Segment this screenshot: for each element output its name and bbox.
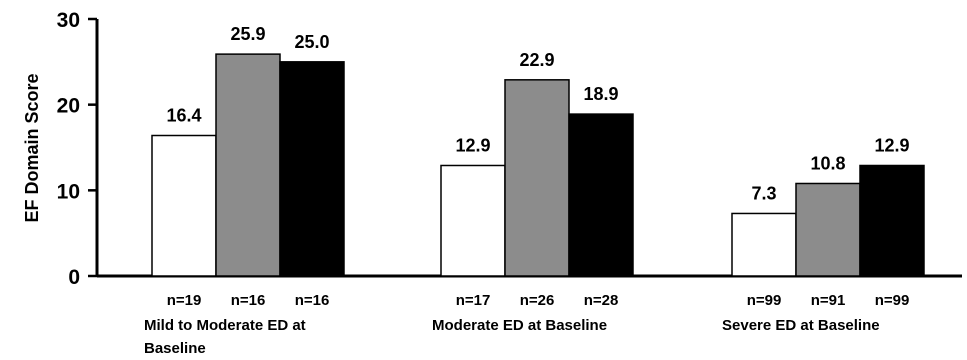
data-label: 25.9 <box>230 24 265 44</box>
n-label: n=19 <box>167 292 202 309</box>
data-label: 12.9 <box>874 135 909 155</box>
bar-series <box>151 53 925 277</box>
y-tick-label: 30 <box>57 9 80 32</box>
bar <box>795 182 861 277</box>
data-label: 25.0 <box>294 32 329 52</box>
n-label: n=16 <box>295 292 330 309</box>
data-label: 16.4 <box>166 106 201 126</box>
n-label: n=28 <box>584 292 619 309</box>
data-label: 22.9 <box>519 50 554 70</box>
y-tick-label: 20 <box>57 95 80 118</box>
n-label: n=17 <box>456 292 491 309</box>
n-label: n=99 <box>875 292 910 309</box>
n-label: n=91 <box>811 292 846 309</box>
bar <box>215 53 281 277</box>
y-axis-label: EF Domain Score <box>22 73 42 222</box>
group-label: Mild to Moderate ED at <box>144 317 306 334</box>
bar <box>859 164 925 277</box>
group-label: Baseline <box>144 340 206 357</box>
data-label: 12.9 <box>455 135 490 155</box>
n-label: n=99 <box>747 292 782 309</box>
y-tick-label: 0 <box>68 266 80 289</box>
bar <box>731 212 797 277</box>
bar <box>279 61 345 277</box>
bar <box>504 79 570 277</box>
data-label: 10.8 <box>810 153 845 173</box>
chart-labels: 16.4 n=19 25.9 n=16 25.0 n=16 Mild to Moderate… <box>144 24 910 357</box>
data-label: 18.9 <box>583 84 618 104</box>
n-label: n=16 <box>231 292 266 309</box>
n-label: n=26 <box>520 292 555 309</box>
bar <box>151 134 217 277</box>
data-label: 7.3 <box>751 183 776 203</box>
bar <box>440 164 506 277</box>
group-label: Severe ED at Baseline <box>722 317 880 334</box>
bar <box>568 113 634 277</box>
group-label: Moderate ED at Baseline <box>432 317 607 334</box>
y-tick-label: 10 <box>57 180 80 203</box>
